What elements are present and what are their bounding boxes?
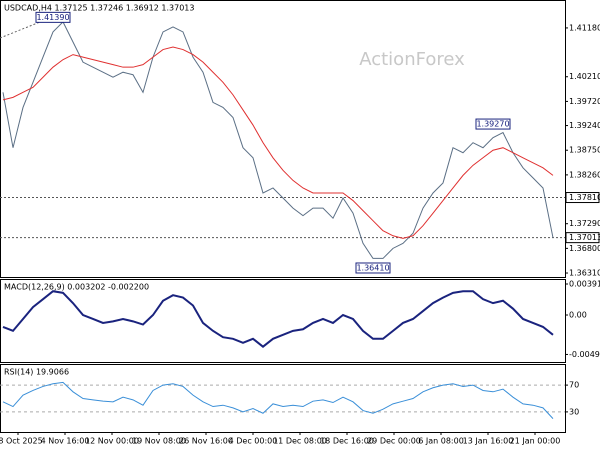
y-tick-label: 0.00 xyxy=(569,311,587,320)
y-tick-label: 70 xyxy=(569,381,579,390)
y-tick-label: 0.003914 xyxy=(569,280,600,289)
series-line xyxy=(2,290,554,348)
annotation-box xyxy=(475,118,511,130)
y-tick-label: 1.36310 xyxy=(569,269,600,278)
main-panel xyxy=(0,0,566,278)
annotation-box xyxy=(35,11,71,23)
x-tick-label: 4 Dec 00:00 xyxy=(229,437,278,446)
y-tick-label: 1.41180 xyxy=(569,23,600,32)
series-line xyxy=(2,381,554,419)
annotation-box xyxy=(355,262,391,274)
panel-title: RSI(14) 19.9066 xyxy=(4,368,69,377)
x-tick-label: 12 Nov 00:00 xyxy=(85,437,139,446)
x-tick-label: 13 Jan 16:00 xyxy=(463,437,514,446)
y-tick-label: 30 xyxy=(569,407,579,416)
series-line xyxy=(2,21,554,259)
panel-title: MACD(12,26,9) 0.003202 -0.002200 xyxy=(4,283,149,292)
x-tick-label: 18 Dec 16:00 xyxy=(320,437,374,446)
rsi-panel xyxy=(0,364,566,433)
x-tick-label: 6 Jan 08:00 xyxy=(418,437,464,446)
price-label-box xyxy=(565,192,600,204)
x-tick-label: 19 Nov 08:00 xyxy=(132,437,186,446)
annotation-label: 1.41390 xyxy=(36,13,69,22)
y-tick-label: 1.38750 xyxy=(569,146,600,155)
x-tick-label: 29 Dec 00:00 xyxy=(367,437,421,446)
y-tick-label: 1.39720 xyxy=(569,97,600,106)
price-label: 1.37013 xyxy=(569,233,600,242)
x-tick-label: 26 Nov 16:00 xyxy=(179,437,233,446)
x-tick-label: 4 Nov 16:00 xyxy=(41,437,90,446)
price-label-box xyxy=(565,232,600,244)
y-tick-label: -0.004977 xyxy=(569,350,600,359)
y-tick-label: 1.38260 xyxy=(569,170,600,179)
y-tick-label: 1.37290 xyxy=(569,219,600,228)
x-tick-label: 21 Jan 00:00 xyxy=(510,437,561,446)
annotation-label: 1.36410 xyxy=(356,263,389,272)
y-tick-label: 1.39240 xyxy=(569,121,600,130)
y-tick-label: 1.36800 xyxy=(569,244,600,253)
x-tick-label: 28 Oct 2025 xyxy=(0,437,43,446)
annotation-label: 1.39270 xyxy=(476,120,509,129)
macd-panel xyxy=(0,279,566,363)
series-line xyxy=(2,46,554,239)
panel-title: USDCAD,H4 1.37125 1.37246 1.36912 1.3701… xyxy=(4,4,194,13)
price-label: 1.37810 xyxy=(569,193,600,202)
watermark: ActionForex xyxy=(359,49,465,70)
y-tick-label: 1.40210 xyxy=(569,72,600,81)
x-tick-label: 11 Dec 08:00 xyxy=(273,437,327,446)
